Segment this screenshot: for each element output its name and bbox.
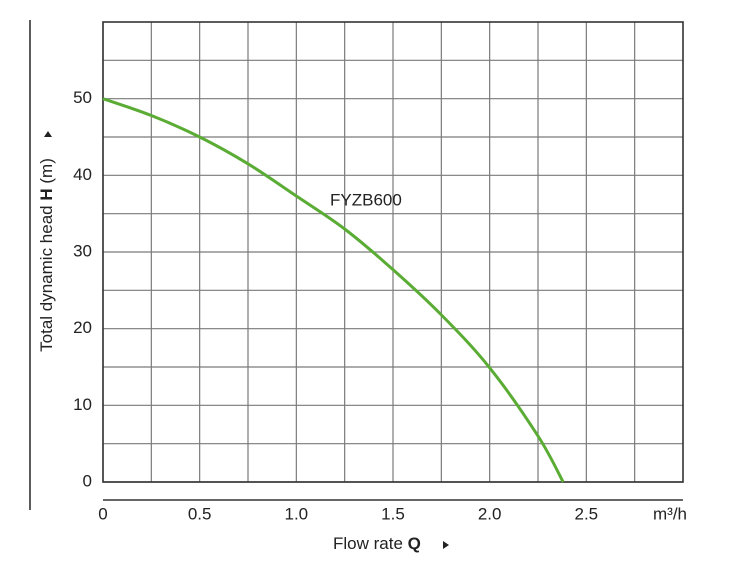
x-label-text: Flow rate xyxy=(333,534,403,553)
x-tick-label: 1.5 xyxy=(381,504,405,523)
y-label-unit: (m) xyxy=(37,158,56,183)
y-arrow xyxy=(44,131,52,137)
x-tick-label: 0.5 xyxy=(188,504,212,523)
x-axis-label: Flow rate Q xyxy=(333,534,421,553)
y-tick-label: 0 xyxy=(83,471,92,490)
x-label-symbol: Q xyxy=(408,534,421,553)
y-label-text: Total dynamic head xyxy=(37,205,56,351)
plot-frame xyxy=(102,21,684,483)
x-tick-label: 1.0 xyxy=(285,504,309,523)
y-tick-label: 40 xyxy=(73,165,92,184)
curve xyxy=(102,97,565,483)
y-axis-label: Total dynamic head H (m) xyxy=(37,158,56,352)
series-label: FYZB600 xyxy=(330,190,402,209)
x-tick-label: 2.5 xyxy=(575,504,599,523)
y-tick-label: 50 xyxy=(73,88,92,107)
x-tick-label: 2.0 xyxy=(478,504,502,523)
x-tick-label: 0 xyxy=(98,504,107,523)
y-tick-label: 20 xyxy=(73,318,92,337)
y-tick-label: 10 xyxy=(73,395,92,414)
x-unit: m³/h xyxy=(653,504,687,523)
x-arrow xyxy=(443,541,449,549)
y-tick-label: 30 xyxy=(73,241,92,260)
y-label-symbol: H xyxy=(37,188,56,200)
